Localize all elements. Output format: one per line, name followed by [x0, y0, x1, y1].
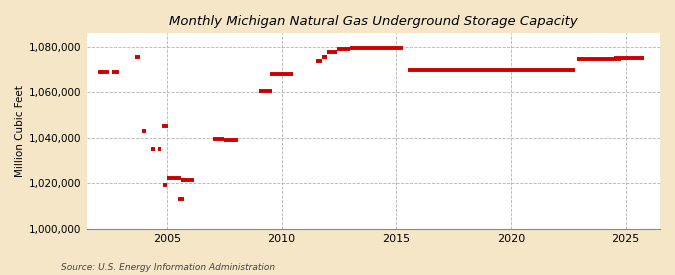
Y-axis label: Million Cubic Feet: Million Cubic Feet: [15, 85, 25, 177]
Title: Monthly Michigan Natural Gas Underground Storage Capacity: Monthly Michigan Natural Gas Underground…: [169, 15, 578, 28]
Text: Source: U.S. Energy Information Administration: Source: U.S. Energy Information Administ…: [61, 263, 275, 271]
